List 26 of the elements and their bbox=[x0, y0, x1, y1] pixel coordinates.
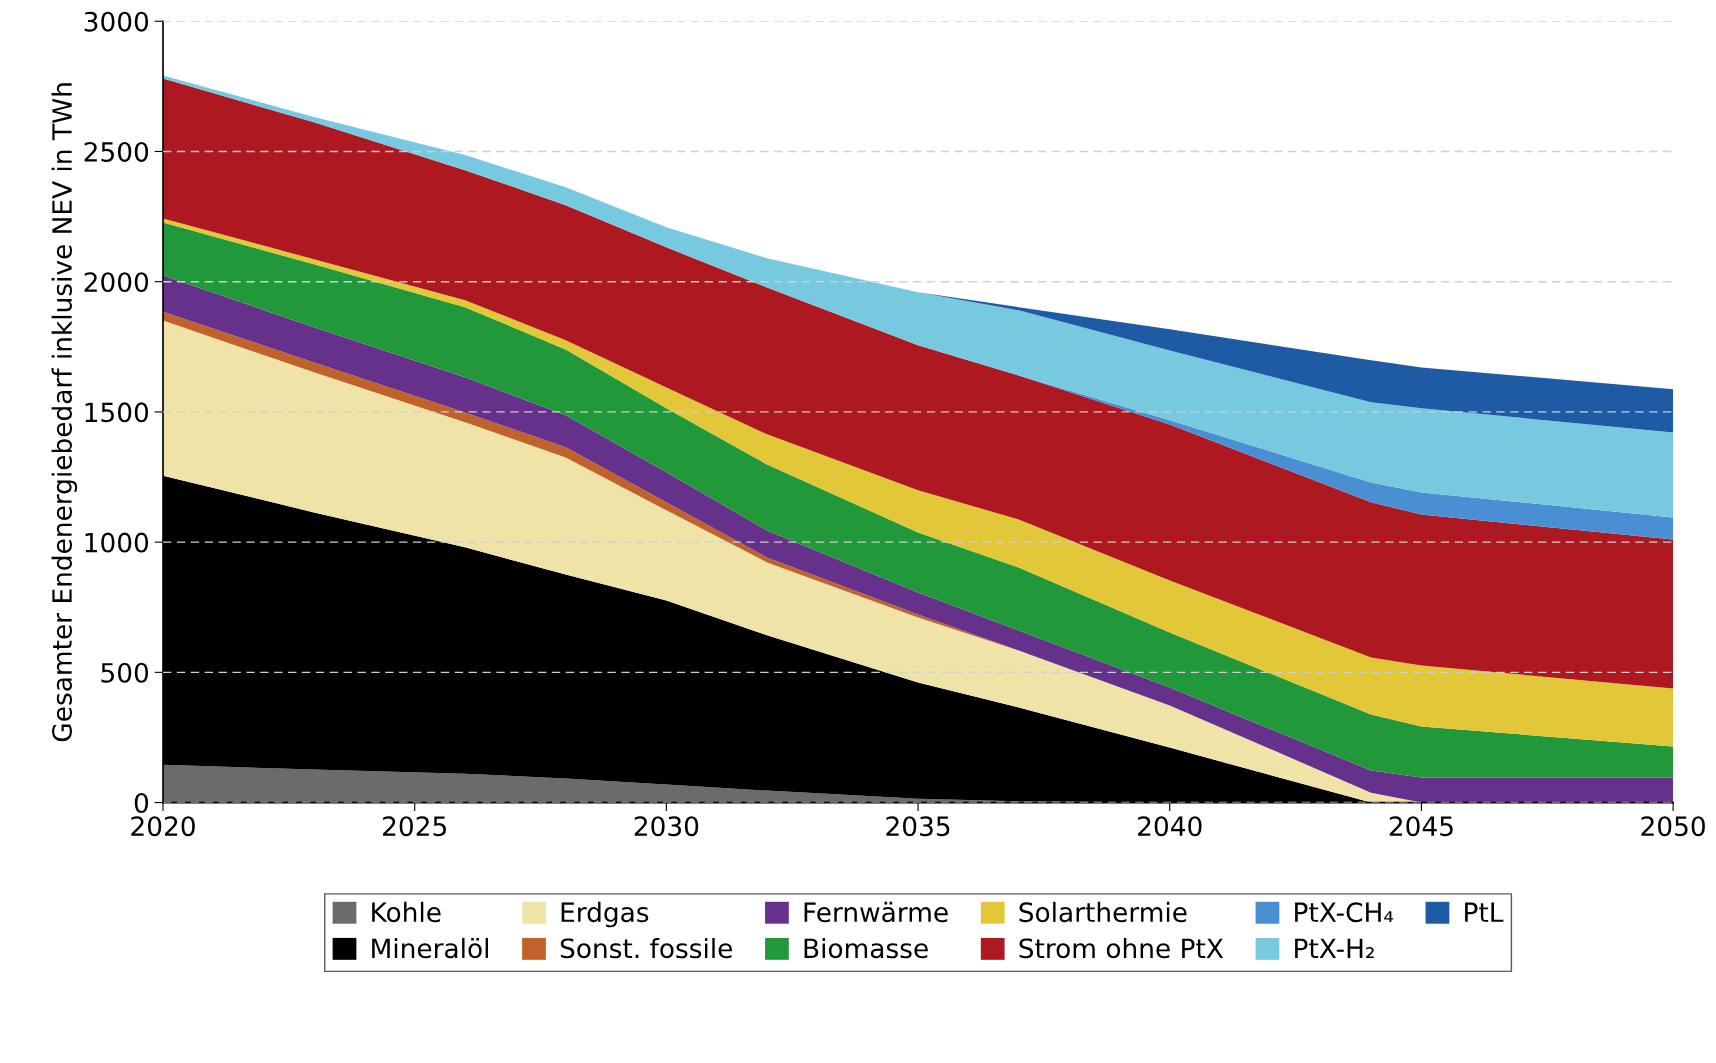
y-tick-label: 3000 bbox=[84, 11, 149, 32]
legend-label: Strom ohne PtX bbox=[1019, 937, 1224, 959]
legend-label: Mineralöl bbox=[372, 937, 488, 959]
y-axis-title: Gesamter Endenergiebedarf inklusive NEV in TWh bbox=[51, 83, 78, 742]
legend-label: PtL bbox=[1465, 902, 1504, 922]
legend-label: Erdgas bbox=[561, 901, 649, 928]
x-tick-label: 2025 bbox=[383, 816, 446, 837]
legend-label: Biomasse bbox=[804, 937, 928, 959]
legend-label: Sonst. fossile bbox=[560, 937, 732, 959]
x-tick-label: 2030 bbox=[634, 816, 699, 837]
legend-label: Fernwärme bbox=[804, 901, 948, 923]
x-tick-label: 2020 bbox=[131, 816, 195, 837]
x-tick-label: 2035 bbox=[886, 816, 950, 837]
legend-label: Kohle bbox=[372, 901, 441, 923]
legend-label: Solarthermie bbox=[1019, 901, 1187, 923]
y-tick-label: 1500 bbox=[85, 402, 149, 423]
y-tick-label: 0 bbox=[134, 793, 149, 813]
x-tick-label: 2040 bbox=[1138, 816, 1202, 837]
legend-label: PtX-H₂ bbox=[1295, 938, 1374, 959]
y-tick-label: 2000 bbox=[84, 272, 149, 293]
y-tick-label: 2500 bbox=[84, 141, 149, 162]
y-tick-label: 1000 bbox=[85, 532, 149, 553]
y-tick-label: 500 bbox=[101, 662, 149, 683]
x-tick-label: 2045 bbox=[1389, 816, 1453, 837]
x-tick-label: 2050 bbox=[1641, 816, 1705, 837]
legend-label: PtX-CH₄ bbox=[1295, 902, 1394, 923]
